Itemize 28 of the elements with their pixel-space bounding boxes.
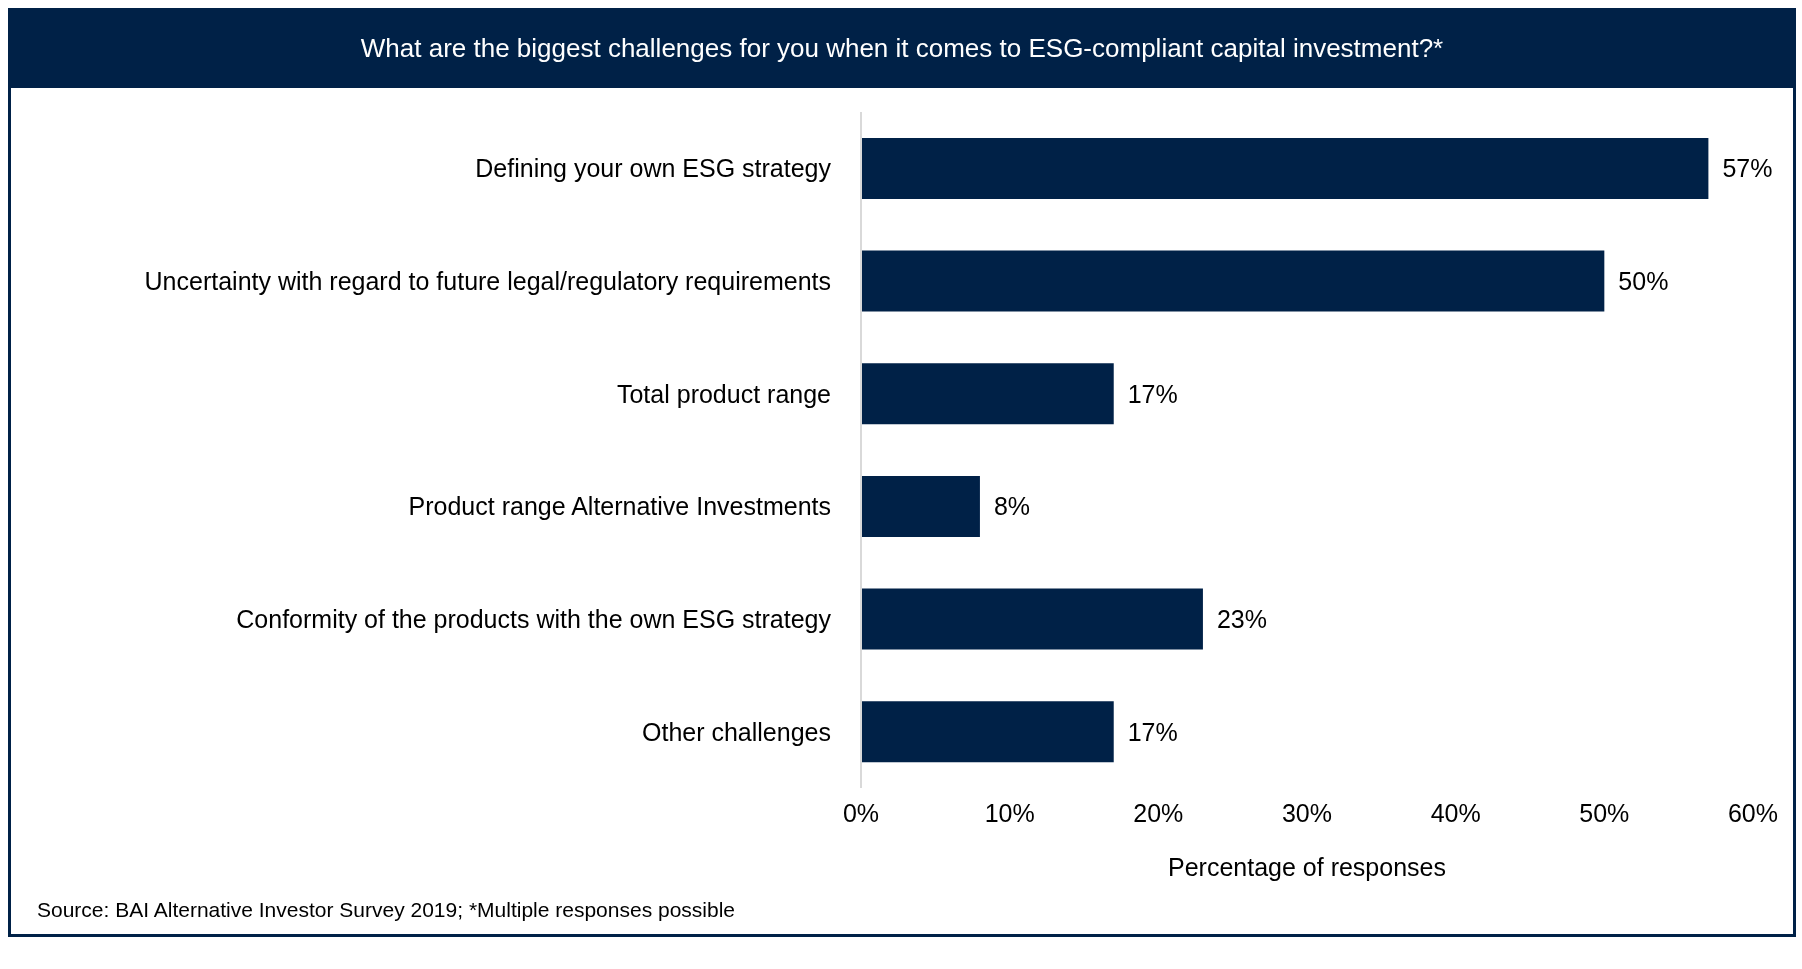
x-tick-label: 40%	[1430, 798, 1481, 827]
x-tick-label: 0%	[842, 798, 880, 827]
data-label: 23%	[1216, 604, 1267, 633]
bar	[861, 475, 980, 537]
chart-title: What are the biggest challenges for you when it comes to ESG-compliant capital investment?*	[360, 32, 1444, 64]
x-tick-label: 50%	[1579, 798, 1630, 827]
y-tick-label: Conformity of the products with the own ESG strategy	[236, 604, 832, 633]
y-tick-label: Defining your own ESG strategy	[475, 154, 832, 183]
data-label: 57%	[1722, 154, 1773, 183]
bar	[861, 250, 1605, 312]
y-tick-label: Uncertainty with regard to future legal/regulatory requirements	[144, 266, 831, 295]
data-label: 50%	[1618, 266, 1669, 295]
data-label: 8%	[993, 492, 1031, 521]
x-tick-label: 60%	[1727, 798, 1779, 827]
bar	[861, 701, 1114, 763]
bar	[861, 588, 1203, 650]
x-tick-label: 30%	[1281, 798, 1333, 827]
bar	[861, 137, 1709, 199]
source-note: Source: BAI Alternative Investor Survey 2019; *Multiple responses possible	[36, 897, 737, 923]
y-tick-label: Product range Alternative Investments	[408, 492, 831, 521]
data-label: 17%	[1127, 717, 1178, 746]
y-tick-label: Total product range	[616, 379, 831, 408]
x-tick-label: 10%	[984, 798, 1035, 827]
x-axis-title: Percentage of responses	[1168, 853, 1446, 881]
x-tick-label: 20%	[1133, 798, 1184, 827]
data-label: 17%	[1127, 379, 1178, 408]
bar	[861, 363, 1114, 425]
y-tick-label: Other challenges	[641, 717, 831, 746]
